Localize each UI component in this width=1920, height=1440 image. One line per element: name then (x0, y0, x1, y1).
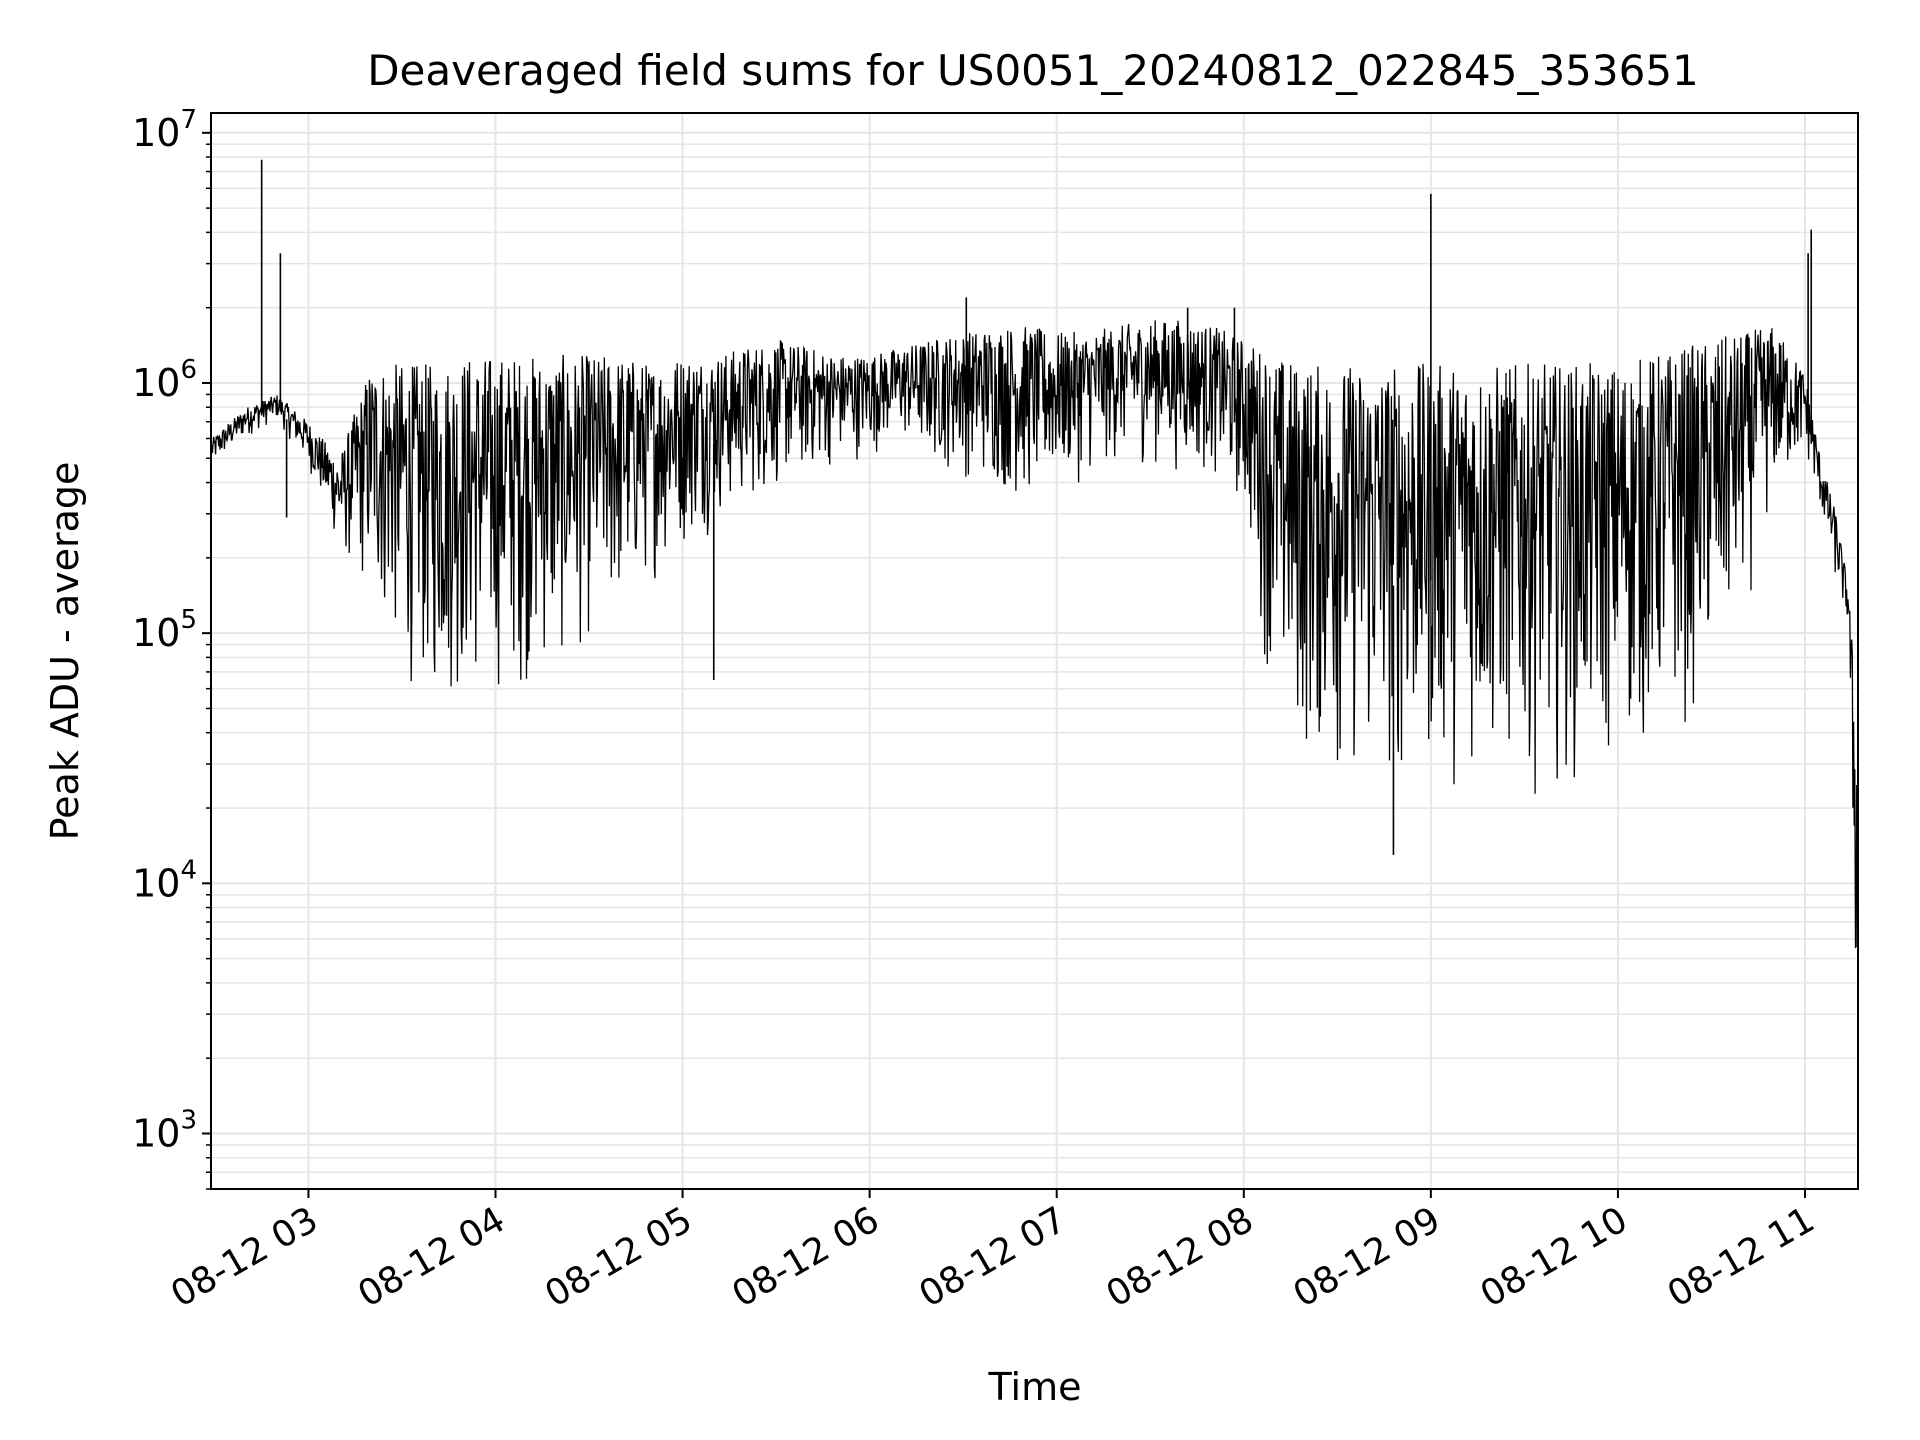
y-tick-label: 105 (132, 605, 197, 655)
axes-frame (210, 112, 1859, 1190)
y-axis: 103 104 105 106 107 (132, 105, 211, 1190)
y-tick-label: 106 (132, 355, 197, 405)
data-trace (211, 320, 1859, 1173)
chart-title: Deaveraged field sums for US0051_2024081… (367, 46, 1699, 95)
y-tick-label: 104 (132, 855, 197, 905)
y-tick-label: 103 (132, 1105, 197, 1155)
plot-area (211, 159, 1859, 1173)
y-tick-label: 107 (132, 105, 197, 155)
x-axis-label: Time (988, 1365, 1082, 1409)
grid (211, 113, 1858, 1190)
y-axis-label: Peak ADU - average (43, 462, 87, 841)
